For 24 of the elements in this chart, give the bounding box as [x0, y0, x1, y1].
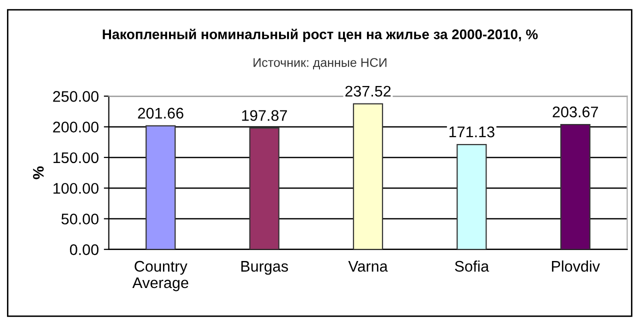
data-label: 237.52 [345, 86, 391, 97]
bar [146, 125, 176, 250]
y-tick-label: 100.00 [54, 182, 98, 194]
data-label: 171.13 [449, 126, 494, 138]
data-label: 197.87 [242, 110, 287, 121]
data-label: 201.66 [138, 108, 184, 119]
y-tick-label: 200.00 [53, 122, 98, 132]
bar [352, 103, 384, 250]
bar [249, 128, 280, 250]
y-axis-title: % [33, 166, 44, 180]
x-tick-label: Varna [348, 261, 388, 272]
y-tick-label: 0.00 [70, 244, 98, 256]
chart-title: Накопленный номинальный рост цен на жилье за 2000-2010, % [102, 28, 538, 42]
y-tick-label: 50.00 [61, 214, 98, 224]
data-label: 203.67 [552, 106, 598, 118]
x-tick-label: Burgas [241, 261, 288, 275]
x-tick-label: Sofia [454, 260, 490, 272]
y-tick-label: 150.00 [54, 152, 98, 164]
x-tick-label: Plovdiv [552, 260, 600, 272]
bar [560, 124, 590, 250]
x-tick-label: Country Average [132, 260, 188, 292]
bar [456, 144, 487, 250]
y-tick-label: 250.00 [53, 91, 98, 102]
chart-subtitle: Источник: данные НСИ [254, 58, 386, 70]
